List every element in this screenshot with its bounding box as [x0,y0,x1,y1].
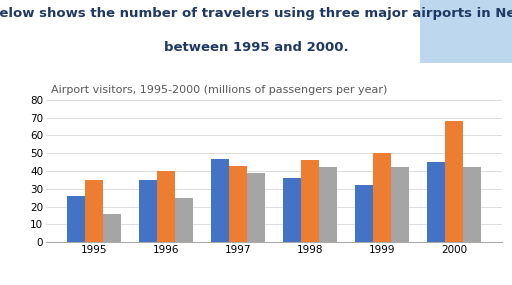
Bar [247,173,265,242]
Text: The chart below shows the number of travelers using three major airports in New : The chart below shows the number of trav… [0,7,512,20]
Bar [445,121,463,242]
Bar [67,196,85,242]
Text: between 1995 and 2000.: between 1995 and 2000. [164,41,348,54]
Bar [103,214,121,242]
Bar [319,167,337,242]
Text: Airport visitors, 1995-2000 (millions of passengers per year): Airport visitors, 1995-2000 (millions of… [51,85,387,95]
Bar [463,167,481,242]
Bar [139,180,157,242]
Bar [229,166,247,242]
Bar [211,158,229,242]
Bar [283,178,301,242]
Bar [175,198,193,242]
Bar [157,171,175,242]
Bar [355,185,373,242]
Bar [301,160,319,242]
Bar [391,167,409,242]
Bar [85,180,103,242]
Bar [427,162,445,242]
Bar [373,153,391,242]
